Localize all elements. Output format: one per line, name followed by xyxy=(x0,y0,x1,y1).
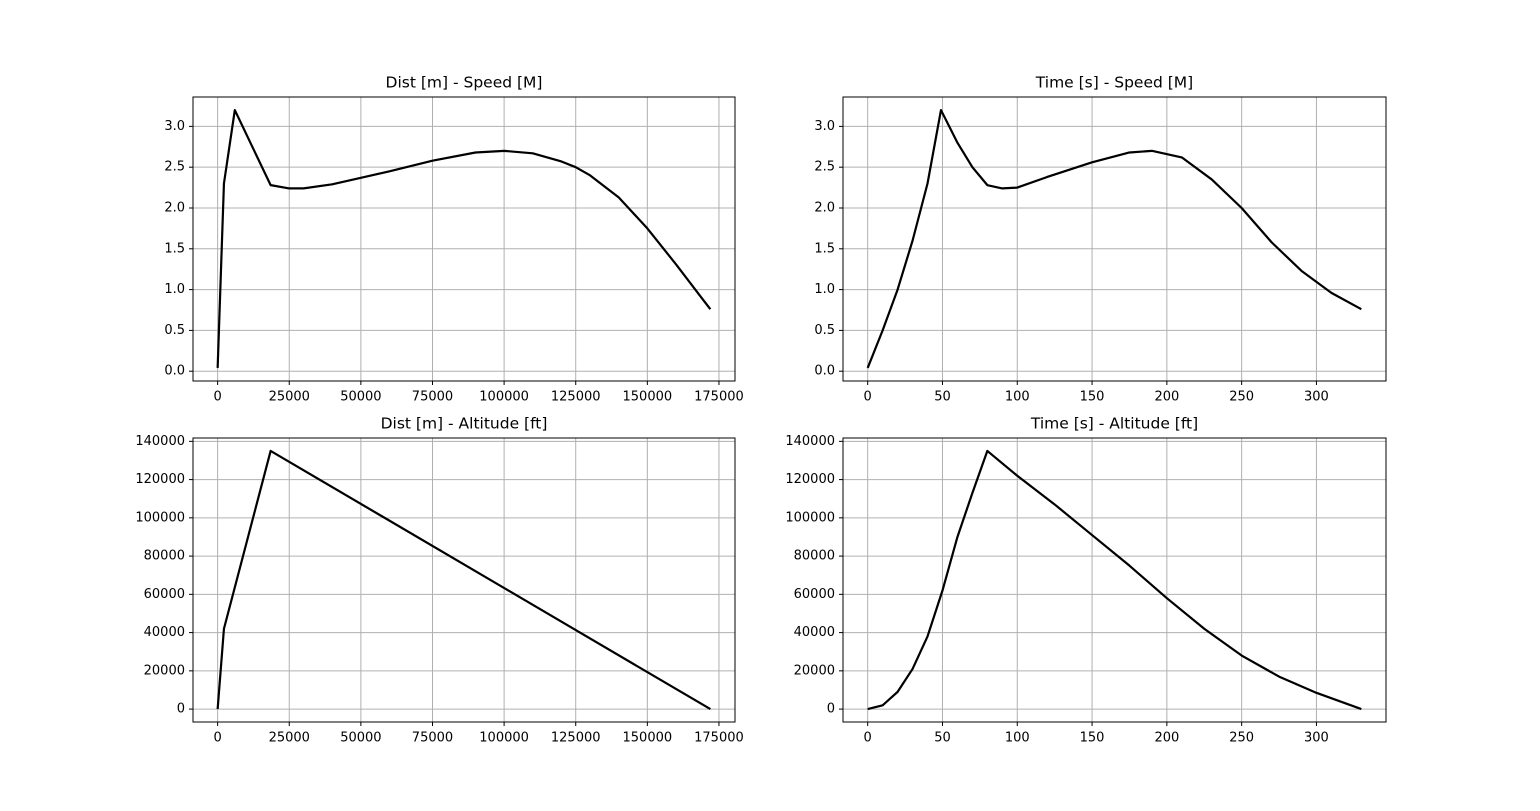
y-tick-label: 100000 xyxy=(785,510,835,525)
x-tick-label: 50 xyxy=(934,731,951,746)
y-tick-label: 1.5 xyxy=(164,241,185,256)
x-tick-label: 100000 xyxy=(479,390,529,405)
y-tick-label: 100000 xyxy=(135,510,185,525)
chart-title: Time [s] - Altitude [ft] xyxy=(1030,415,1198,433)
y-tick-label: 1.0 xyxy=(164,282,185,297)
y-tick-label: 60000 xyxy=(794,587,835,602)
axes-frame xyxy=(192,96,736,382)
y-tick-label: 1.5 xyxy=(814,241,835,256)
y-tick-label: 0 xyxy=(177,702,185,717)
x-tick-label: 75000 xyxy=(412,390,453,405)
x-tick-label: 200 xyxy=(1154,390,1179,405)
y-tick-label: 1.0 xyxy=(814,282,835,297)
x-tick-label: 175000 xyxy=(694,390,744,405)
y-tick-label: 140000 xyxy=(135,434,185,449)
x-tick-label: 150000 xyxy=(623,390,673,405)
x-tick-label: 175000 xyxy=(694,731,744,746)
x-tick-label: 50000 xyxy=(340,390,381,405)
y-tick-label: 120000 xyxy=(135,472,185,487)
y-tick-label: 0.0 xyxy=(814,364,835,379)
y-tick-label: 3.0 xyxy=(814,119,835,134)
x-tick-label: 75000 xyxy=(412,731,453,746)
y-tick-label: 2.0 xyxy=(814,200,835,215)
x-tick-label: 0 xyxy=(864,390,872,405)
x-tick-label: 250 xyxy=(1229,390,1254,405)
x-tick-label: 0 xyxy=(213,390,221,405)
y-tick-label: 2.5 xyxy=(814,160,835,175)
x-tick-label: 100000 xyxy=(479,731,529,746)
axes-frame xyxy=(192,437,736,723)
y-tick-label: 40000 xyxy=(144,625,185,640)
x-tick-label: 0 xyxy=(864,731,872,746)
x-tick-label: 125000 xyxy=(551,390,601,405)
y-tick-label: 60000 xyxy=(144,587,185,602)
x-tick-label: 50 xyxy=(934,390,951,405)
y-tick-label: 3.0 xyxy=(164,119,185,134)
y-tick-label: 40000 xyxy=(794,625,835,640)
data-line xyxy=(216,449,711,711)
y-tick-label: 2.5 xyxy=(164,160,185,175)
y-tick-label: 2.0 xyxy=(164,200,185,215)
x-tick-label: 25000 xyxy=(269,390,310,405)
y-tick-label: 20000 xyxy=(144,663,185,678)
y-tick-label: 0.5 xyxy=(814,323,835,338)
x-tick-label: 100 xyxy=(1005,731,1030,746)
x-tick-label: 50000 xyxy=(340,731,381,746)
x-tick-label: 150 xyxy=(1080,390,1105,405)
data-line xyxy=(216,108,712,368)
y-tick-label: 0.0 xyxy=(164,364,185,379)
x-tick-label: 150 xyxy=(1080,731,1105,746)
y-tick-label: 140000 xyxy=(785,434,835,449)
x-tick-label: 25000 xyxy=(269,731,310,746)
x-tick-label: 200 xyxy=(1154,731,1179,746)
axes-frame xyxy=(842,437,1387,723)
x-tick-label: 0 xyxy=(213,731,221,746)
x-tick-label: 100 xyxy=(1005,390,1030,405)
chart-title: Dist [m] - Altitude [ft] xyxy=(381,415,548,433)
y-tick-label: 80000 xyxy=(144,549,185,564)
y-tick-label: 0 xyxy=(827,702,835,717)
data-line xyxy=(867,449,1362,711)
y-tick-label: 20000 xyxy=(794,663,835,678)
x-tick-label: 300 xyxy=(1304,731,1329,746)
x-tick-label: 150000 xyxy=(623,731,673,746)
y-tick-label: 120000 xyxy=(785,472,835,487)
x-tick-label: 300 xyxy=(1304,390,1329,405)
y-tick-label: 0.5 xyxy=(164,323,185,338)
data-line xyxy=(866,108,1362,369)
chart-title: Dist [m] - Speed [M] xyxy=(386,74,543,92)
y-tick-label: 80000 xyxy=(794,549,835,564)
x-tick-label: 250 xyxy=(1229,731,1254,746)
axes-frame xyxy=(842,96,1387,382)
x-tick-label: 125000 xyxy=(551,731,601,746)
chart-title: Time [s] - Speed [M] xyxy=(1035,74,1193,92)
